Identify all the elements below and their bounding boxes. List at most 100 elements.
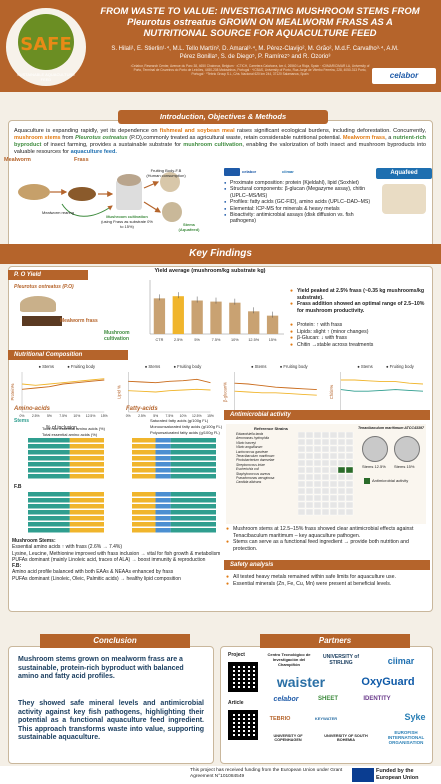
partner-sheet: SHEET xyxy=(317,696,338,702)
heatmap-cell xyxy=(329,501,338,509)
stack-segment xyxy=(28,462,70,467)
fruiting-label: Fruiting Body-F.B (Human consumption) xyxy=(146,168,186,178)
petri-dish-2-icon xyxy=(394,436,420,462)
stack-segment xyxy=(155,516,171,521)
article-qr-code[interactable] xyxy=(228,710,258,740)
po-yield-heading: P. O Yield xyxy=(8,270,88,280)
heatmap-cell xyxy=(305,466,314,474)
project-qr-code[interactable] xyxy=(228,662,258,692)
heatmap-cell xyxy=(345,459,354,467)
heatmap-cell xyxy=(337,459,346,467)
heatmap-cell xyxy=(337,473,346,481)
list-item: Lactococcus garvieae xyxy=(236,449,268,454)
fatty-fb-chart xyxy=(132,492,216,533)
celabor-mini-icon xyxy=(224,168,240,176)
partner-celabor: celabor xyxy=(273,696,299,703)
frass-icon xyxy=(22,316,62,326)
heatmap-cell xyxy=(321,494,330,502)
heatmap-cell xyxy=(321,508,330,516)
series-line xyxy=(128,388,211,393)
partner-oxyguard: OxyGuard xyxy=(361,676,415,688)
list-item: Lysine, Leucine, Methionine improved wit… xyxy=(12,550,221,557)
rearing-label: Mealworm rearing xyxy=(41,210,74,215)
stack-segment xyxy=(132,492,156,497)
amino-legend-2: Total essential amino acids (%) xyxy=(42,432,98,437)
amino-fb-label: F.B xyxy=(14,484,22,490)
stack-segment xyxy=(69,456,104,461)
stack-segment xyxy=(69,492,104,497)
stack-segment xyxy=(69,504,104,509)
heatmap-cell xyxy=(329,480,338,488)
dish-label-1: Stems 12.5% xyxy=(362,464,386,469)
tick-label: 10% xyxy=(180,414,187,418)
stack-segment xyxy=(170,438,216,443)
list-item: Streptococcus iniae xyxy=(236,462,265,467)
list-item: Profiles: fatty acids (GC-FID), amino ac… xyxy=(224,199,374,206)
partner-eurofish: EUROFISH INTERNATIONAL ORGANISATION xyxy=(387,730,425,745)
heatmap-cell xyxy=(305,494,314,502)
list-item: Amino acid profile balanced with both EA… xyxy=(12,569,174,576)
heatmap-cell xyxy=(305,438,314,446)
conclusion-p1: Mushroom stems grown on mealworm frass a… xyxy=(18,656,184,681)
partner-identity: IDENTITY xyxy=(363,696,391,702)
heatmap-cell xyxy=(337,494,346,502)
heatmap-cell xyxy=(337,438,346,446)
eu-funded-label: Funded by the European Union xyxy=(376,768,419,781)
tick-label: 5% xyxy=(47,414,52,418)
dish-label-2: Stems 15% xyxy=(394,464,415,469)
series-line xyxy=(340,379,424,385)
heatmap-cell xyxy=(337,445,346,453)
heatmap-cell xyxy=(345,494,354,502)
heatmap-cell xyxy=(337,452,346,460)
heatmap-cell xyxy=(329,432,338,439)
heatmap-cell xyxy=(313,459,322,467)
heatmap-cell xyxy=(298,480,306,488)
logo-text: SAFE xyxy=(20,34,72,55)
stack-segment xyxy=(155,468,171,473)
heatmap-cell xyxy=(298,459,306,467)
petri-dish-1-icon xyxy=(362,436,388,462)
heatmap-cell xyxy=(337,432,346,439)
fatty-legend-2: Monounsaturated fatty acids (g/100g FL) xyxy=(150,424,223,429)
heatmap-cell xyxy=(329,487,338,495)
tick-label: 12.5% xyxy=(248,338,259,342)
heatmap-cell xyxy=(321,452,330,460)
heatmap-cell xyxy=(321,480,330,488)
feed-pellets-icon xyxy=(382,184,426,214)
heatmap-cell xyxy=(313,508,322,516)
heatmap-cell xyxy=(298,494,306,502)
intro-heading: Introduction, Objectives & Methods xyxy=(118,110,328,124)
strain-panel-title: Tenacibaculum maritimum ATCC43397 xyxy=(358,426,424,430)
heatmap-cell xyxy=(298,432,306,439)
legend-stems: ● Stems xyxy=(38,364,54,369)
stack-segment xyxy=(69,444,104,449)
bar xyxy=(172,296,184,334)
heatmap-cell xyxy=(329,438,338,446)
heatmap-cell xyxy=(345,501,354,509)
tick-label: 7.5% xyxy=(212,338,221,342)
stack-segment xyxy=(155,504,171,509)
list-item: Pseudomonas aeruginosa xyxy=(236,476,275,481)
tick-label: 0% xyxy=(20,414,25,418)
legend-stems: ● Stems xyxy=(145,364,161,369)
heatmap-cell xyxy=(329,473,338,481)
stack-segment xyxy=(69,510,104,515)
stack-segment xyxy=(69,498,104,503)
nutritional-heading: Nutritional Composition xyxy=(8,350,128,360)
amino-summary: Mushroom Stems: Essential amino acids ↑ … xyxy=(12,538,222,582)
stems-label: Stems (Aquafeed) xyxy=(178,222,200,232)
list-item: Aeromonas hydrophila xyxy=(236,436,269,441)
amino-fb-chart xyxy=(28,492,104,533)
heatmap-cell xyxy=(337,487,346,495)
tick-label: 12.5% xyxy=(192,414,202,418)
heatmap-cell xyxy=(337,480,346,488)
stack-segment xyxy=(69,468,104,473)
stack-segment xyxy=(69,522,104,527)
stack-segment xyxy=(132,468,156,473)
mealworm-label: Mealworm xyxy=(4,157,31,163)
heatmap-cell xyxy=(321,438,330,446)
heatmap-cell xyxy=(321,501,330,509)
methods-list: Proximate composition: protein (Kjeldahl… xyxy=(224,180,374,225)
conclusion-panel xyxy=(8,646,214,764)
heatmap-cell xyxy=(298,473,306,481)
